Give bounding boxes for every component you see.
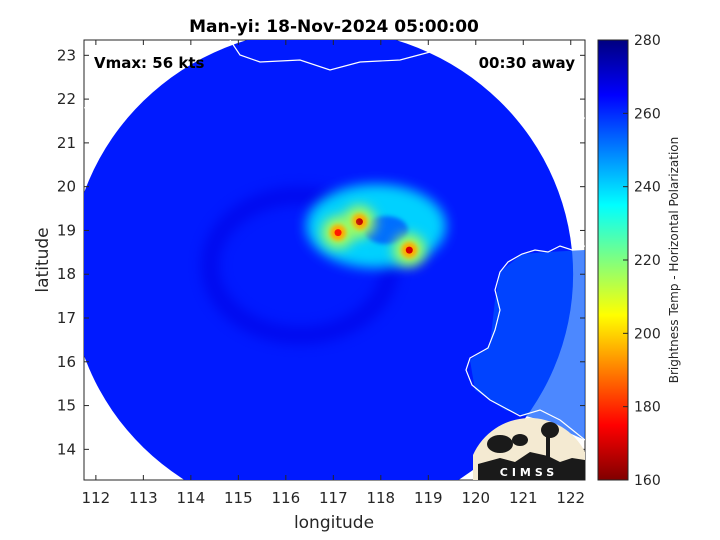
cimss-logo: CIMSS <box>473 418 585 480</box>
colorbar-tick-label: 180 <box>634 400 661 416</box>
x-tick-label: 112 <box>82 489 111 507</box>
y-tick-label: 20 <box>57 178 76 196</box>
coastline <box>84 40 585 441</box>
colorbar-tick-label: 260 <box>634 106 661 122</box>
convective-maximum-3 <box>393 234 426 267</box>
y-tick-label: 16 <box>57 353 76 371</box>
colorbar-tick-label: 160 <box>634 473 661 489</box>
x-tick-label: 118 <box>366 489 395 507</box>
colorbar-label: Brightness Temp - Horizontal Polarizatio… <box>667 137 681 384</box>
time-away-annotation: 00:30 away <box>479 54 576 72</box>
x-axis: 112 113 114 115 116 117 118 119 120 121 122 <box>82 40 585 507</box>
chart-title: Man-yi: 18-Nov-2024 05:00:00 <box>189 17 479 37</box>
x-tick-label: 119 <box>414 489 443 507</box>
x-axis-label: longitude <box>294 513 374 533</box>
cimss-logo-text: CIMSS <box>500 466 558 479</box>
x-tick-label: 117 <box>319 489 348 507</box>
y-axis: 14 15 16 17 18 19 20 21 22 23 <box>57 46 585 458</box>
swath-background <box>84 40 574 480</box>
land-region <box>470 250 585 440</box>
x-tick-label: 113 <box>129 489 158 507</box>
y-tick-label: 19 <box>57 221 76 239</box>
y-tick-label: 22 <box>57 90 76 108</box>
colorbar-ticks: 160 180 200 220 240 260 280 <box>623 33 661 489</box>
y-tick-label: 21 <box>57 134 76 152</box>
x-tick-label: 121 <box>509 489 538 507</box>
colorbar-tick-label: 200 <box>634 326 661 342</box>
convective-maximum-4 <box>322 216 355 249</box>
x-tick-label: 120 <box>461 489 490 507</box>
y-tick-label: 17 <box>57 309 76 327</box>
x-tick-label: 122 <box>556 489 585 507</box>
x-tick-label: 115 <box>224 489 253 507</box>
y-axis-label: latitude <box>33 227 53 292</box>
vmax-annotation: Vmax: 56 kts <box>94 54 204 72</box>
x-tick-label: 116 <box>272 489 301 507</box>
colorbar-tick-label: 240 <box>634 180 661 196</box>
y-tick-label: 23 <box>57 46 76 64</box>
x-tick-label: 114 <box>177 489 206 507</box>
colorbar-tick-label: 280 <box>634 33 661 49</box>
y-tick-label: 18 <box>57 265 76 283</box>
colorbar-tick-label: 220 <box>634 253 661 269</box>
y-tick-label: 14 <box>57 440 76 458</box>
y-tick-label: 15 <box>57 397 76 415</box>
swath-layer <box>84 40 585 480</box>
